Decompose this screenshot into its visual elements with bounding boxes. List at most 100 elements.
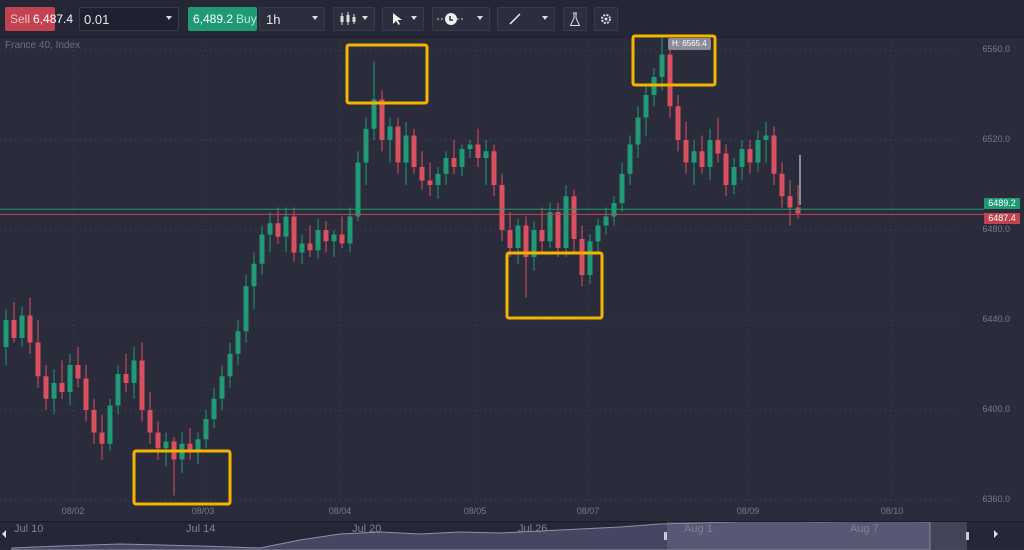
candle-body [579,239,585,275]
candle-body [587,241,593,275]
timeframe-value: 1h [266,11,281,27]
y-tick-label: 6520.0 [982,134,1010,144]
candle [139,342,145,422]
candle [163,432,169,467]
candle [203,410,209,449]
sell-button[interactable]: Sell 6,487.4 [5,7,73,31]
candle-body [699,151,705,167]
toolbar: Sell 6,487.4 0.01 6,489.2 Buy 1h [0,0,1024,38]
chevron-down-icon [542,16,548,20]
candle [747,140,753,174]
candle [299,234,305,264]
candle [147,392,153,444]
candle-body [195,439,201,451]
candle [187,428,193,460]
candle [763,122,769,163]
candle-body [771,135,777,174]
candle [411,128,417,174]
x-tick-label: 08/02 [61,506,85,516]
y-tick-label: 6480.0 [982,224,1010,234]
navigator-area [11,522,969,550]
clock-icon [437,13,465,25]
candle-body [387,126,393,140]
candle-body [219,376,225,399]
quantity-input[interactable]: 0.01 [79,7,179,31]
cursor-button[interactable] [382,7,424,31]
candle [331,230,337,257]
candle-body [347,216,353,244]
candle-body [67,365,73,392]
candle [627,135,633,185]
navigator-date-label: Jul 26 [518,523,548,535]
navigator-date-label: Aug 1 [684,523,713,535]
candle [555,203,561,257]
scroll-right-button[interactable] [994,530,998,538]
candle-body [571,196,577,239]
candle-body [27,315,33,343]
candle [67,353,73,406]
candle-body [211,398,217,419]
candle-body [339,234,345,244]
candle-body [395,126,401,163]
candle [675,95,681,152]
y-tick-label: 6440.0 [982,314,1010,324]
candle-body [99,432,105,444]
candle [315,218,321,260]
settings-button[interactable] [594,7,618,31]
candle-body [11,320,17,338]
candle-body [619,173,625,203]
highlight-box [505,251,604,320]
candle-body [163,441,169,449]
candle-body [155,432,161,449]
candle-body [419,167,425,181]
candle-body [563,196,569,248]
candle-body [459,149,465,167]
candle [635,106,641,158]
candle [59,360,65,399]
candle-body [243,286,249,332]
candle-body [43,376,49,399]
candle-body [267,223,273,235]
candle [475,128,481,167]
candle [99,414,105,460]
candle-body [683,140,689,163]
chevron-down-icon [477,16,483,20]
candle-body [787,196,793,208]
candle [43,365,49,410]
candle-body [59,383,65,392]
chart-type-button[interactable] [333,7,375,31]
candle-body [483,151,489,158]
highlight-box [631,34,717,87]
candle-body [307,243,313,251]
candle [227,342,233,388]
candle-body [523,225,529,257]
candle [755,131,761,172]
interval-button[interactable] [432,7,490,31]
indicators-button[interactable] [563,7,587,31]
candle-body [491,151,497,185]
candle [651,68,657,107]
candle [91,398,97,444]
candle [11,302,17,343]
candle [339,216,345,248]
navigator[interactable] [0,521,1024,550]
buy-button[interactable]: 6,489.2 Buy [188,7,257,31]
candle-body [379,99,385,140]
candle [507,212,513,257]
timeframe-select[interactable]: 1h [259,7,325,31]
candle [115,365,121,415]
draw-tool-button[interactable] [497,7,555,31]
x-tick-label: 08/09 [736,506,760,516]
candle-body [147,410,153,433]
candle-body [75,365,81,379]
candle-body [531,230,537,257]
candle-body [747,149,753,163]
candle [387,117,393,163]
candle [731,158,737,194]
scroll-left-button[interactable] [2,530,6,538]
candle [443,151,449,185]
candle [579,225,585,287]
candle [715,117,721,163]
candle [699,135,705,174]
